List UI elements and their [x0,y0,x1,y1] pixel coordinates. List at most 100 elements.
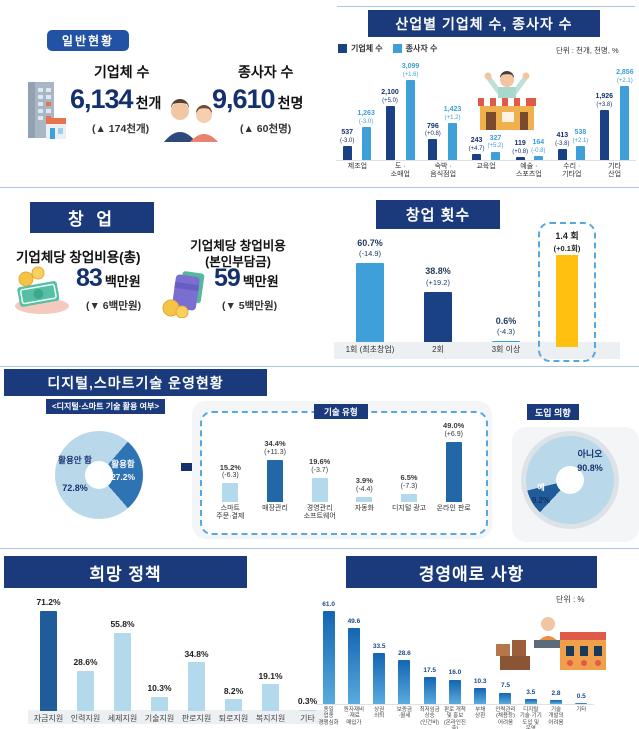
startup-cost-self-unit: 백만원 [242,274,279,289]
category-label: 디지털 광고 [391,505,427,512]
bar-column: 60.7% (-14.9) [356,238,384,342]
category-label: 최저임금 상승 (인건비) [419,707,440,726]
bar-column: 0.6% (-4.3) [492,316,520,342]
bar [187,662,205,711]
intent-no-pct: 90.8% [577,463,603,473]
chart-category-group: 0.3% 기타 [289,696,326,726]
bar-column: 38.8% (+19.2) [424,266,452,342]
bar-value-label: 34.8% [184,648,209,659]
bar-value-label: 2,100 [381,88,399,96]
bar-value-label: 49.0% [443,421,465,431]
bar [113,632,131,711]
chart-category-group: 0.5 기타 [569,693,594,729]
bar-value-label: 3,099 [401,63,420,71]
bar-value-label: 28.6% [73,657,98,668]
bar-change-label: (+0.8) [512,148,529,155]
chart-category-group: 34.4% (+11.3) 매장관리 [253,439,298,522]
chart-category-group: 19.6% (-3.7) 경영관리 소프트웨어 [297,457,342,522]
divider-top-right [337,6,635,7]
bar-column: 413 (-3.8) [555,132,569,160]
bar-column: 2.8 [550,689,563,704]
bar [356,263,384,342]
category-label: 도 · 소매업 [390,163,410,179]
chart-category-group: 49.0% (+6.9) 온라인 판로 [431,421,476,522]
chart-category-group: 413 (-3.8) 538 (+2.1) 수리 · 기타업 [550,129,593,180]
bar-column: 10.3 [474,678,487,704]
bar [448,123,458,160]
bar-column: 2,100 (+5.0) [381,89,399,160]
bar [445,442,462,502]
building-icon [20,80,68,147]
bar-value-label: 15.2% [219,462,241,472]
difficulty-bar-chart: 61.0 동일 업종 경쟁심화 49.6 원자재비 ·재료 매입가 33.5 상권 쇠퇴 2… [316,601,594,729]
bar [347,628,360,704]
startup-cost-total-unit: 백만원 [104,274,141,289]
usage-no-label: 활용안 함 [58,455,92,465]
bar [150,696,168,711]
tech-type-dashed-box [200,411,488,535]
usage-yes-label: 활용함 [111,459,135,469]
bar-column: 49.0% (+6.9) [443,421,464,502]
legend-swatch-companies [338,44,347,53]
bar-column: 1,926 (+3.8) [596,93,613,160]
usage-no-pct: 72.8% [62,483,88,493]
chart-category-group: 119 (+0.8) 164 (-0.8) 예술 · 스포츠업 [507,139,550,180]
bar-value-label: 119 [514,140,526,147]
bar [261,684,279,711]
bar-column: 19.1% [258,670,283,711]
bar-column: 33.5 [372,642,386,704]
bar-value-label: 49.6 [347,618,361,626]
workers-count-value: 9,610 천명 [212,84,303,115]
bar-column: 8.2% [224,686,243,711]
bar-column: 1,423 (+1.2) [443,106,462,160]
bar [401,494,418,502]
bar-value-label: 33.5 [372,642,386,650]
category-label: 예술 · 스포츠업 [515,163,542,179]
bar-change-label: (+1.2) [444,115,461,122]
difficulty-baseline [316,704,594,705]
bar-value-label: 10.3% [147,682,172,693]
chart-category-group: 33.5 상권 쇠퇴 [367,643,392,729]
factory-person-illustration [496,610,608,677]
bar-value-label: 7.5 [500,682,510,690]
bar-value-label: 1,423 [443,106,462,114]
bar [267,459,283,502]
category-label: 세제지원 [107,714,138,723]
startup-cost-total-label: 기업체당 창업비용(총) [16,250,141,265]
companies-count-value: 6,134 천개 [70,84,161,115]
chart-category-group: 34.8% 판로지원 [178,649,215,727]
category-label: 원자재비 ·재료 매입가 [343,707,365,726]
bar-value-label: 61.0 [322,600,335,608]
category-label: 보증금 ·월세 [396,707,413,720]
bar [472,153,482,160]
chart-category-group: 537 (-3.0) 1,263 (-3.0) 제조업 [336,110,379,180]
bar-column: 538 (+2.1) [572,129,588,160]
bar [39,611,57,711]
bar-change-label: (+0.8) [424,131,441,138]
workers-count-change: (▲ 60천명) [240,123,292,135]
bar-value-label: 6.5% [400,473,418,483]
bar-value-label: 19.1% [258,670,283,681]
category-label: 제조업 [347,163,368,170]
bar-column: 3.5 [524,689,537,704]
bar-value-label: 17.5 [423,667,437,675]
bar-column: 71.2% [36,597,61,711]
usage-donut-chart: 활용안 함 72.8% 활용함 27.2% [55,431,143,519]
bar-value-label: 0.5 [576,692,586,700]
category-label: 자금지원 [33,714,64,723]
bar-change-label: (-4.3) [497,327,515,336]
bar [448,679,461,704]
bar-value-label: 8.2% [223,685,244,696]
category-label: 2회 [432,345,444,354]
bar-column: 61.0 [322,601,335,704]
category-label: 숙박 · 음식점업 [430,163,457,179]
bar-value-label: 2.8 [551,689,561,697]
bar [311,478,328,502]
bar-value-label: 1,263 [357,110,375,118]
startup-cost-total-number: 83 [76,264,103,292]
category-label: 퇴로지원 [218,714,249,723]
category-label: 교육업 [476,163,496,170]
bar-value-label: 796 [427,122,439,130]
bar-value-label: 243 [470,136,483,144]
bar-change-label: (+2.1) [616,78,633,85]
